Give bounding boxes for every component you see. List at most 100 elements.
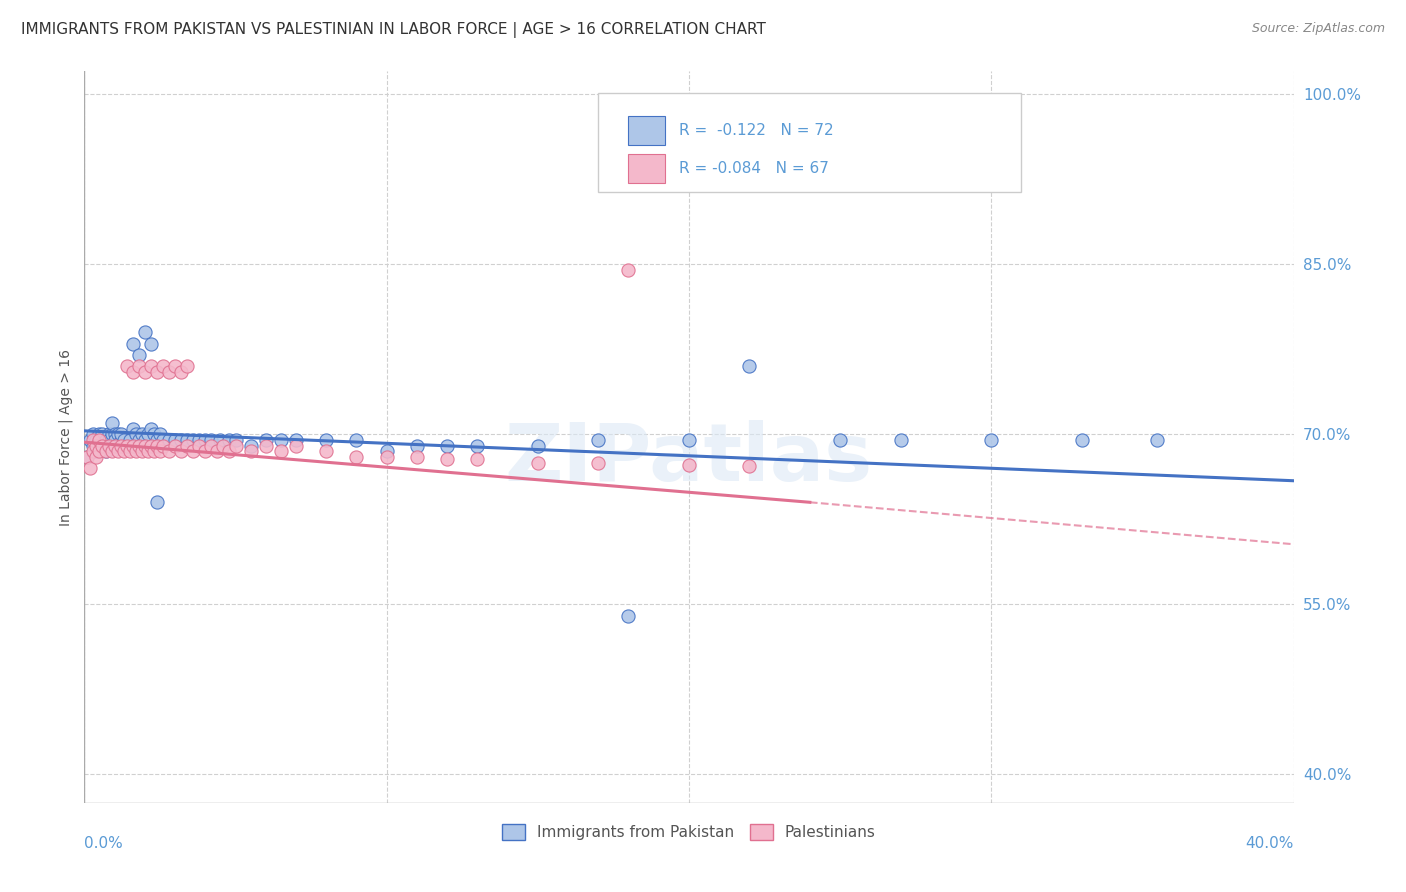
Point [181,444,204,458]
Point [86,433,108,447]
Point [170,444,193,458]
Point [527,456,550,470]
FancyBboxPatch shape [599,94,1022,192]
Point [200,433,222,447]
Point [165,439,187,453]
FancyBboxPatch shape [628,153,665,183]
Point [115,359,138,374]
Point [152,433,174,447]
Point [207,444,229,458]
Point [165,359,187,374]
Point [139,439,162,453]
Point [82,433,104,447]
Point [194,433,217,447]
Y-axis label: In Labor Force | Age > 16: In Labor Force | Age > 16 [59,349,73,525]
Point [239,439,262,453]
Text: IMMIGRANTS FROM PAKISTAN VS PALESTINIAN IN LABOR FORCE | AGE > 16 CORRELATION CH: IMMIGRANTS FROM PAKISTAN VS PALESTINIAN … [21,22,766,38]
Text: R =  -0.122   N = 72: R = -0.122 N = 72 [679,123,834,138]
Point [375,450,398,464]
Point [188,439,211,453]
Point [110,433,132,447]
Point [136,427,159,442]
Point [157,365,180,379]
Point [375,444,398,458]
Point [406,439,429,453]
Point [254,433,277,447]
Point [131,427,153,442]
Point [170,433,193,447]
Point [436,452,458,467]
Point [118,444,141,458]
Point [152,439,174,453]
Point [125,427,148,442]
Point [112,433,135,447]
Point [225,433,247,447]
Point [115,439,138,453]
Point [89,427,111,442]
Point [527,439,550,453]
Point [225,439,247,453]
Point [285,439,308,453]
Point [86,450,108,464]
Point [346,433,368,447]
Point [107,444,129,458]
Point [94,433,117,447]
Point [94,444,117,458]
Point [165,433,187,447]
Point [79,433,101,447]
Point [181,433,204,447]
Text: 0.0%: 0.0% [84,836,124,851]
Point [980,433,1002,447]
Point [194,444,217,458]
Point [79,461,101,475]
Point [134,365,156,379]
Point [97,439,120,453]
Point [146,365,169,379]
Point [134,325,156,339]
Point [121,439,143,453]
Point [91,439,114,453]
Point [146,439,169,453]
Point [149,444,172,458]
Point [738,458,761,473]
FancyBboxPatch shape [628,116,665,145]
Point [890,433,912,447]
Point [176,439,198,453]
Point [467,439,489,453]
Point [107,427,129,442]
Point [100,416,122,430]
Point [146,495,169,509]
Point [270,433,292,447]
Point [76,450,98,464]
Point [97,433,120,447]
Point [86,444,108,458]
Point [830,433,852,447]
Point [139,336,162,351]
Point [617,608,640,623]
Point [678,458,700,472]
Point [139,421,162,435]
Point [346,450,368,464]
Point [170,365,193,379]
Point [157,433,180,447]
Legend: Immigrants from Pakistan, Palestinians: Immigrants from Pakistan, Palestinians [496,818,882,847]
Point [149,427,172,442]
Point [218,444,240,458]
Point [121,336,143,351]
Text: 40.0%: 40.0% [1246,836,1294,851]
Point [104,427,127,442]
Point [315,433,337,447]
Point [176,433,198,447]
Point [212,439,235,453]
Point [142,444,165,458]
Point [176,359,198,374]
Point [115,439,138,453]
Point [89,433,111,447]
Point [110,427,132,442]
Point [134,433,156,447]
Point [588,456,610,470]
Point [86,439,108,453]
Point [188,433,211,447]
Point [254,439,277,453]
Point [218,433,240,447]
